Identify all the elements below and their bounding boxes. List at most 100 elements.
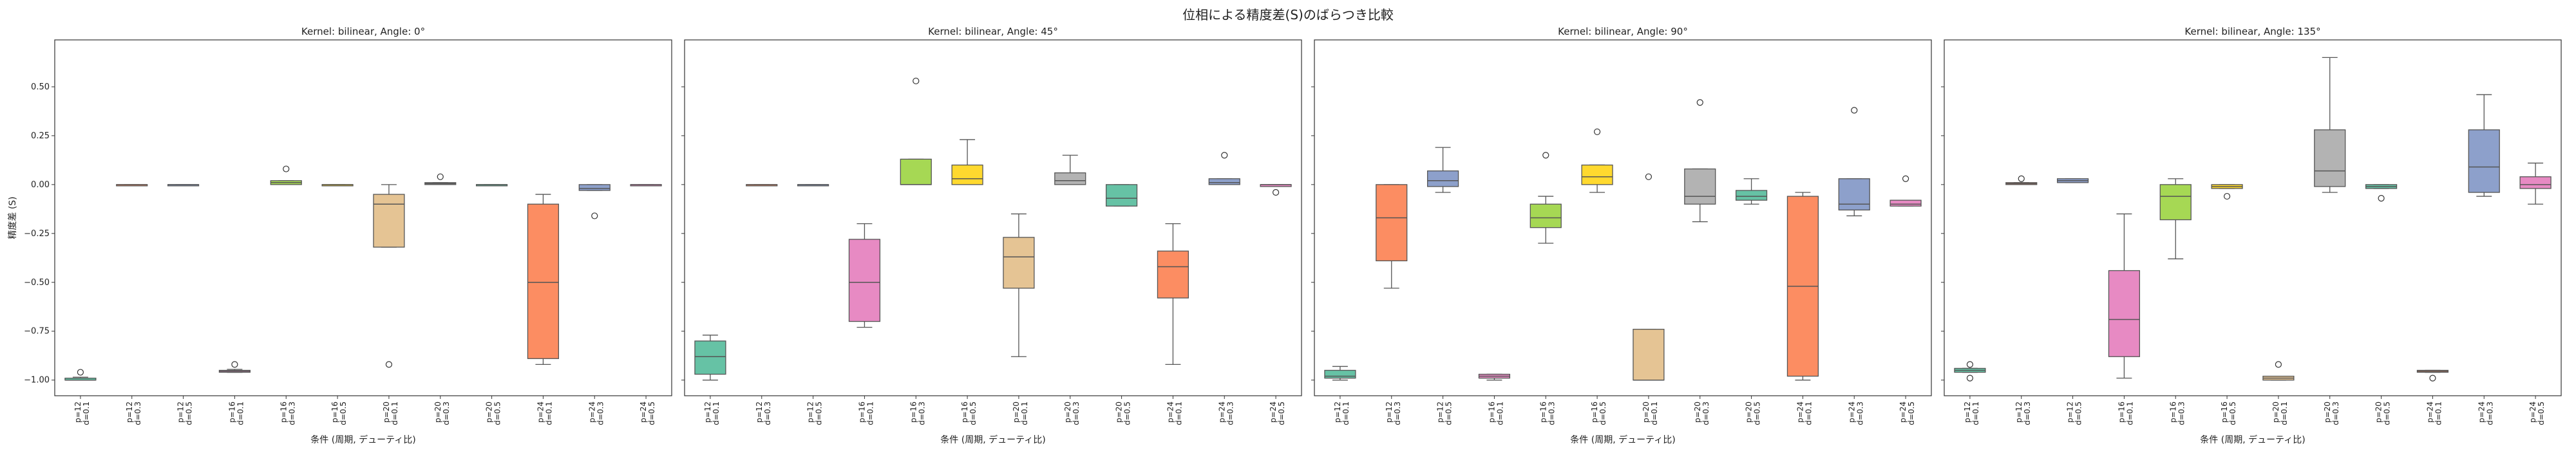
box-body	[1426, 170, 1459, 187]
box-body	[1105, 184, 1138, 207]
x-tick-label-period: p=16	[279, 402, 288, 423]
x-tick-label: p=24d=0.1	[1795, 402, 1813, 425]
x-tick-label-period: p=12	[2066, 402, 2075, 423]
box-body	[1157, 250, 1189, 299]
box-body	[1735, 190, 1768, 201]
x-tick-label-period: p=24	[639, 402, 648, 423]
x-tick-label-period: p=24	[1217, 402, 1226, 423]
x-tick-label-duty: d=0.1	[1971, 402, 1980, 425]
x-tick-label-duty: d=0.1	[544, 402, 553, 425]
x-tick-label: p=12d=0.3	[2014, 402, 2032, 425]
x-tick-label-period: p=20	[1012, 402, 1021, 423]
x-tick-label-period: p=16	[1590, 402, 1599, 423]
x-tick-label: p=24d=0.3	[1847, 402, 1864, 425]
box-body	[527, 203, 560, 359]
x-tick-label: p=20d=0.1	[1012, 402, 1029, 425]
x-tick-label-period: p=20	[2271, 402, 2280, 423]
x-tick-label-duty: d=0.5	[969, 402, 978, 425]
x-tick-label-period: p=24	[587, 402, 596, 423]
x-tick-label-period: p=24	[1269, 402, 1278, 423]
x-tick-label-duty: d=0.5	[2537, 402, 2546, 425]
x-tick-label-duty: d=0.5	[1277, 402, 1286, 425]
x-tick-label-duty: d=0.3	[763, 402, 772, 425]
x-tick-label-duty: d=0.3	[1226, 402, 1235, 425]
x-tick-label-period: p=16	[1487, 402, 1496, 423]
box-body	[848, 239, 881, 322]
x-tick-label: p=20d=0.5	[2374, 402, 2392, 425]
x-tick-label: p=12d=0.5	[2066, 402, 2083, 425]
x-tick-label-duty: d=0.5	[2383, 402, 2392, 425]
x-tick-label-duty: d=0.3	[2485, 402, 2494, 425]
x-tick-label: p=24d=0.1	[536, 402, 553, 425]
x-tick-label-period: p=24	[1847, 402, 1856, 423]
x-tick-label: p=16d=0.1	[2117, 402, 2134, 425]
x-tick-label: p=20d=0.1	[2271, 402, 2289, 425]
x-tick-label-period: p=16	[227, 402, 236, 423]
y-tick-label: −0.25	[24, 229, 50, 239]
outlier-point	[77, 369, 84, 376]
x-tick-label: p=24d=0.1	[2425, 402, 2443, 425]
box-body	[1324, 369, 1356, 379]
x-tick-label-period: p=12	[703, 402, 712, 423]
x-tick-label: p=12d=0.3	[1385, 402, 1402, 425]
x-tick-label: p=24d=0.3	[2477, 402, 2494, 425]
box-body	[900, 158, 932, 185]
box-body	[1581, 164, 1613, 185]
x-tick-label: p=16d=0.5	[1590, 402, 1607, 425]
box-body	[1003, 237, 1035, 289]
outlier-point	[1593, 128, 1601, 135]
x-tick-label: p=12d=0.3	[125, 402, 142, 425]
x-tick-label: p=16d=0.5	[960, 402, 978, 425]
outlier-point	[385, 361, 393, 368]
x-tick-label-duty: d=0.1	[2280, 402, 2289, 425]
y-tick-label: −1.00	[24, 376, 50, 385]
x-tick-label: p=12d=0.5	[176, 402, 194, 425]
figure-title: 位相による精度差(S)のばらつき比較	[1182, 7, 1394, 23]
x-tick-label: p=24d=0.5	[1899, 402, 1916, 425]
x-tick-label-duty: d=0.5	[339, 402, 348, 425]
x-tick-label-period: p=12	[2014, 402, 2023, 423]
x-tick-label: p=20d=0.1	[1642, 402, 1659, 425]
box-body	[1054, 172, 1086, 185]
x-tick-label-duty: d=0.3	[1393, 402, 1402, 425]
y-tick-label: 0.50	[31, 82, 50, 92]
x-tick-label: p=20d=0.5	[485, 402, 502, 425]
x-tick-label-duty: d=0.5	[815, 402, 824, 425]
x-tick-label-duty: d=0.1	[2125, 402, 2134, 425]
box-body	[1208, 178, 1240, 185]
box-body	[1838, 178, 1870, 210]
x-tick-label-period: p=20	[382, 402, 391, 423]
outlier-point	[1696, 99, 1703, 106]
x-tick-label-period: p=20	[1745, 402, 1754, 423]
subplot-title: Kernel: bilinear, Angle: 135°	[2184, 26, 2320, 37]
x-tick-label-period: p=12	[755, 402, 764, 423]
box-body	[578, 184, 611, 191]
x-tick-label: p=24d=0.3	[1217, 402, 1235, 425]
x-tick-label-period: p=20	[1115, 402, 1124, 423]
x-tick-label-duty: d=0.5	[1907, 402, 1916, 425]
outlier-point	[1542, 152, 1549, 159]
subplot-title: Kernel: bilinear, Angle: 45°	[928, 26, 1058, 37]
x-tick-label-period: p=20	[485, 402, 494, 423]
box-body	[2108, 270, 2141, 357]
outlier-point	[1645, 173, 1653, 180]
y-tick-label: 0.00	[31, 180, 50, 190]
x-tick-label: p=16d=0.3	[909, 402, 926, 425]
box-body	[1684, 168, 1716, 205]
x-tick-label: p=16d=0.5	[2220, 402, 2237, 425]
x-tick-label-period: p=16	[909, 402, 918, 423]
x-tick-label-period: p=16	[960, 402, 969, 423]
x-tick-label-period: p=12	[806, 402, 815, 423]
outlier-point	[1221, 152, 1228, 159]
x-tick-label-duty: d=0.1	[82, 402, 91, 425]
x-tick-label-duty: d=0.3	[1547, 402, 1556, 425]
x-tick-label-duty: d=0.5	[1123, 402, 1132, 425]
outlier-point	[591, 212, 598, 219]
outlier-point	[913, 77, 920, 84]
box-body	[2468, 129, 2500, 193]
x-tick-label-period: p=12	[1385, 402, 1394, 423]
x-tick-label-duty: d=0.5	[1753, 402, 1762, 425]
subplot-title: Kernel: bilinear, Angle: 0°	[301, 26, 425, 37]
x-tick-label: p=24d=0.5	[639, 402, 656, 425]
